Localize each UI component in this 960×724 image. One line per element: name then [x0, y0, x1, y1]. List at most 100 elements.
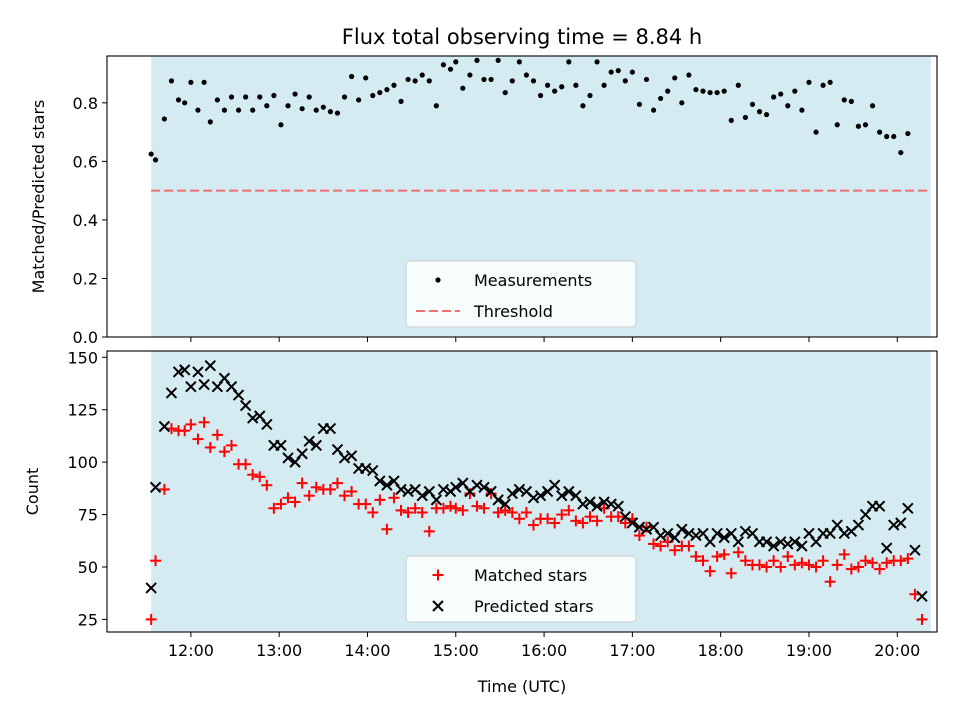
top-series-0-point — [228, 94, 235, 100]
top-series-0-point — [341, 94, 348, 100]
bottom-series-1-point — [626, 517, 639, 529]
bottom-legend-label: Predicted stars — [474, 597, 594, 616]
bottom-series-0-point — [655, 540, 667, 552]
top-series-0-point — [250, 107, 256, 113]
bottom-xtick-label: 13:00 — [256, 641, 302, 660]
top-legend: Measurements Threshold — [405, 260, 637, 328]
top-series-0-point — [175, 97, 182, 103]
top-series-0-point — [707, 89, 713, 96]
top-series-0-point — [412, 78, 418, 84]
top-series-0-point — [552, 88, 558, 94]
bottom-series-1-point — [275, 439, 287, 452]
top-series-0-point — [884, 133, 890, 140]
top-series-0-point — [841, 97, 847, 103]
top-series-0-point — [271, 92, 277, 99]
top-series-0-point — [686, 72, 692, 78]
top-series-0-point — [545, 82, 551, 88]
top-series-0-point — [749, 101, 756, 107]
bottom-ytick-label: 100 — [67, 453, 98, 472]
top-series-0-point — [756, 109, 763, 115]
top-series-0-point — [806, 79, 812, 85]
top-series-0-point — [827, 79, 833, 85]
top-series-0-point — [384, 87, 390, 93]
bottom-series-1-point — [888, 519, 900, 531]
bottom-series-1-point — [527, 492, 540, 504]
bottom-series-1-point — [676, 523, 688, 535]
bottom-series-1-point — [232, 389, 245, 401]
top-ytick-label: 0.8 — [73, 94, 98, 113]
bottom-series-0-point — [789, 559, 801, 571]
bottom-series-0-point — [450, 502, 462, 514]
top-series-0-point — [905, 130, 911, 137]
top-series-0-point — [721, 88, 727, 94]
top-series-0-point — [573, 82, 579, 88]
bottom-series-0-point — [254, 471, 266, 483]
bottom-series-1-point — [178, 364, 191, 376]
top-series-0-point — [742, 114, 748, 121]
bottom-series-0-point — [303, 490, 315, 502]
top-ytick-label: 0.6 — [73, 152, 98, 171]
bottom-series-0-point — [192, 433, 204, 445]
bottom-series-1-point — [718, 531, 730, 544]
top-ytick-label: 0.4 — [73, 211, 98, 230]
bottom-series-0-point — [211, 429, 223, 441]
bottom-series-1-point — [534, 489, 547, 502]
bottom-series-0-point — [457, 504, 469, 516]
bottom-series-1-point — [909, 544, 921, 556]
top-axes-frame — [106, 55, 938, 338]
bottom-series-1-point — [563, 485, 575, 498]
bottom-series-0-point — [803, 559, 815, 571]
bottom-series-1-point — [282, 452, 294, 464]
bottom-series-0-point — [204, 441, 216, 453]
top-series-0-point — [306, 94, 312, 100]
bottom-series-1-point — [895, 517, 907, 529]
top-series-0-point — [474, 57, 480, 63]
bottom-series-1-point — [310, 439, 322, 452]
bottom-series-0-point — [499, 504, 511, 516]
bottom-series-0-point — [683, 540, 695, 552]
top-series-0-point — [643, 76, 650, 83]
bottom-series-0-point — [416, 506, 428, 518]
bottom-series-1-point — [584, 496, 596, 508]
bottom-series-0-point — [145, 613, 157, 625]
bottom-series-0-point — [198, 416, 210, 428]
bottom-series-1-point — [760, 536, 773, 548]
bottom-series-0-point — [185, 418, 197, 430]
top-series-0-point — [152, 157, 159, 163]
top-series-0-point — [214, 97, 220, 103]
bottom-series-0-point — [346, 486, 358, 497]
bottom-series-1-point — [640, 523, 653, 535]
top-series-0-point — [834, 122, 840, 128]
bottom-series-0-point — [409, 502, 421, 514]
bottom-series-1-point — [192, 366, 204, 378]
bottom-series-0-point — [226, 439, 237, 451]
bottom-series-0-point — [761, 561, 773, 573]
bottom-series-1-point — [416, 489, 428, 502]
top-ytick-label: 0.2 — [73, 269, 98, 288]
bottom-series-0-point — [570, 515, 582, 527]
top-legend-label: Threshold — [473, 302, 553, 321]
bottom-series-0-point — [282, 492, 294, 504]
top-series-0-point — [891, 133, 897, 140]
bottom-series-0-point — [584, 511, 596, 523]
top-series-0-point — [700, 88, 706, 94]
top-series-0-point — [693, 87, 699, 93]
top-series-0-point — [636, 101, 643, 107]
top-series-0-point — [188, 79, 194, 85]
bottom-series-0-point — [527, 519, 539, 531]
bottom-series-0-point — [179, 425, 191, 437]
top-series-0-point — [728, 117, 734, 123]
top-series-0-point — [792, 88, 798, 94]
top-series-0-point — [264, 103, 270, 109]
bottom-series-0-point — [563, 504, 575, 516]
bottom-series-0-point — [874, 563, 886, 575]
top-series-0-point — [460, 85, 466, 91]
bottom-series-1-point — [395, 483, 407, 496]
top-series-0-point — [405, 76, 411, 83]
bottom-series-0-point — [845, 563, 857, 575]
bottom-series-1-point — [873, 500, 886, 512]
top-series-0-point — [433, 103, 439, 109]
bottom-series-0-point — [437, 502, 449, 514]
top-series-0-point — [615, 68, 621, 74]
bottom-series-0-point — [324, 483, 336, 495]
